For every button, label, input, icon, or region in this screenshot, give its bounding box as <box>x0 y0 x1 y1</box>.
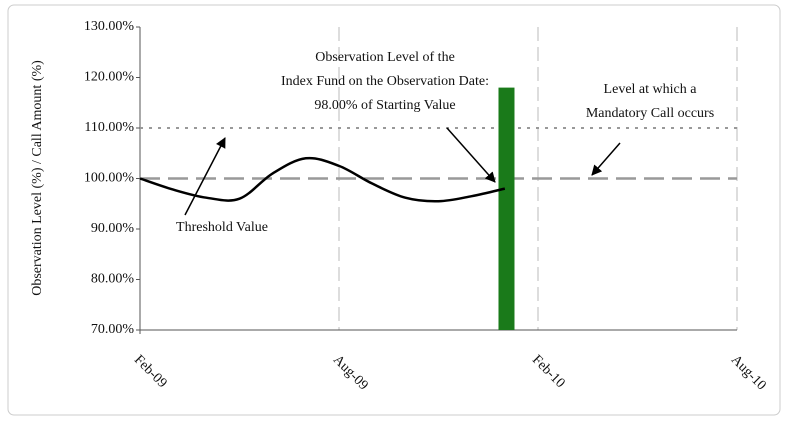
x-tick-label: Feb-10 <box>529 352 568 391</box>
y-tick-label: 100.00% <box>84 171 135 186</box>
annotation: Index Fund on the Observation Date: <box>281 74 489 89</box>
y-tick-label: 110.00% <box>84 120 134 135</box>
x-tick-label: Feb-09 <box>131 352 170 391</box>
annotation: Observation Level of the <box>315 50 455 65</box>
y-tick-label: 90.00% <box>91 221 135 236</box>
y-tick-label: 80.00% <box>91 272 135 287</box>
observation-bar <box>498 87 515 330</box>
annotation: Level at which a <box>604 82 698 97</box>
annotation: Mandatory Call occurs <box>586 106 714 121</box>
annotation: 98.00% of Starting Value <box>314 98 455 113</box>
x-tick-label: Aug-10 <box>728 352 769 393</box>
annotation: Threshold Value <box>176 220 268 235</box>
y-tick-label: 70.00% <box>91 322 135 337</box>
annotation-arrow <box>184 137 226 216</box>
x-tick-label: Aug-09 <box>330 352 371 393</box>
annotation-arrow <box>591 142 621 176</box>
chart-frame <box>7 4 781 416</box>
data-line <box>139 156 506 203</box>
annotation-arrow <box>446 127 496 183</box>
y-tick-label: 130.00% <box>84 19 135 34</box>
y-tick-label: 120.00% <box>84 70 135 85</box>
y-axis-title: Observation Level (%) / Call Amount (%) <box>30 60 45 296</box>
